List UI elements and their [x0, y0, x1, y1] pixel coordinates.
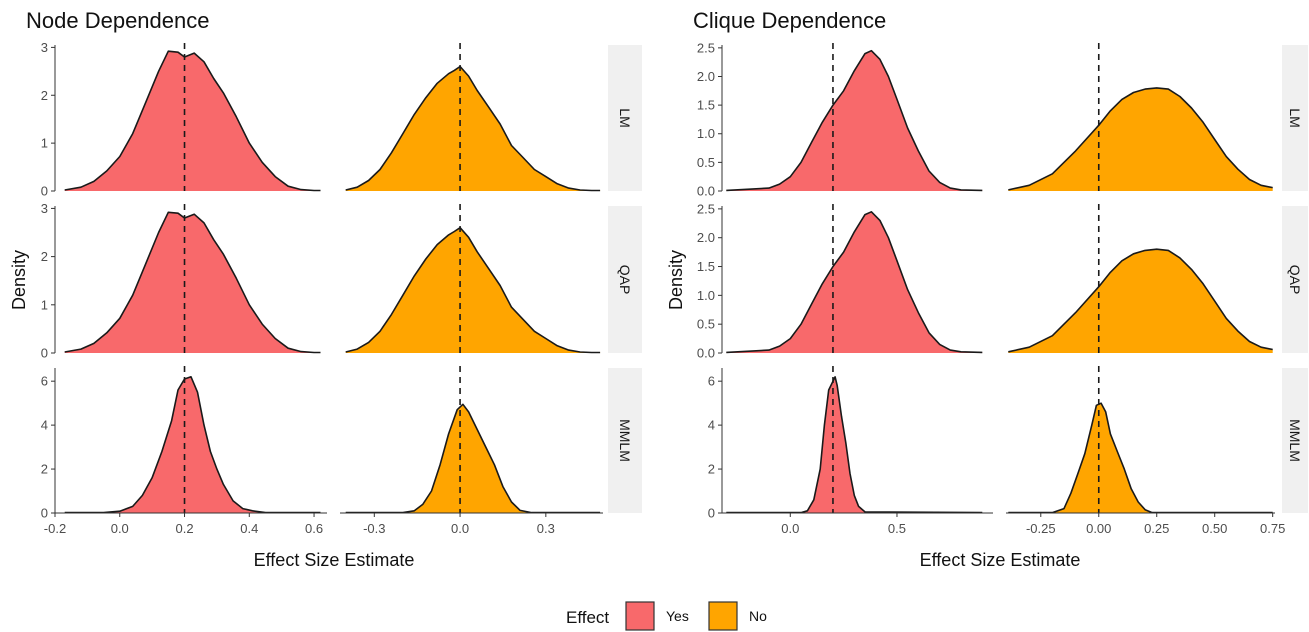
clique-ytick-label: 2.0 [697, 69, 715, 84]
node-density-line-qap-no [345, 226, 601, 354]
node-ytick-label: 1 [41, 136, 48, 151]
clique-ytick-label: 1.5 [697, 259, 715, 274]
clique-dependence-title: Clique Dependence [693, 8, 886, 33]
clique-strip-mmlm [1282, 368, 1308, 513]
node-ytick-label: 0 [41, 506, 48, 521]
node-ytick-label: 2 [41, 88, 48, 103]
node-ytick-label: 4 [41, 418, 48, 433]
clique-ylabel: Density [666, 250, 686, 310]
clique-ytick-label: 1.5 [697, 98, 715, 113]
clique-density-fill-mmlm-no [1008, 403, 1273, 513]
panel-group: LM 0 1 2 3 QAP 0 1 2 3 MMLM 0 2 4 6 -0.2 0.0 0.2 0.4 0.6 -0.… [41, 40, 1308, 536]
clique-density-line-lm-no [1008, 87, 1273, 191]
node-density-line-lm-yes [64, 50, 321, 192]
clique-ytick-label: 2.0 [697, 230, 715, 245]
node-xtick-label: 0.0 [451, 521, 469, 536]
clique-ytick-label: 6 [708, 374, 715, 389]
node-ytick-label: 3 [41, 201, 48, 216]
clique-xtick-label: 0.0 [781, 521, 799, 536]
clique-ytick-label: 0.5 [697, 317, 715, 332]
node-strip-label-mmlm: MMLM [617, 419, 633, 462]
node-ytick-label: 2 [41, 462, 48, 477]
node-strip-qap [608, 206, 642, 353]
clique-xtick-label: 0.50 [1202, 521, 1227, 536]
node-dependence-title: Node Dependence [26, 8, 209, 33]
node-ytick-label: 0 [41, 184, 48, 199]
clique-ytick-label: 0 [708, 506, 715, 521]
legend: Effect Yes No [566, 601, 767, 631]
node-density-fill-mmlm-no [345, 404, 601, 513]
node-xlabel: Effect Size Estimate [254, 550, 415, 570]
clique-xlabel: Effect Size Estimate [920, 550, 1081, 570]
node-ytick-label: 0 [41, 346, 48, 361]
clique-ytick-label: 4 [708, 418, 715, 433]
node-density-fill-qap-no [345, 227, 601, 353]
node-ytick-label: 6 [41, 374, 48, 389]
clique-xtick-label: 0.75 [1260, 521, 1285, 536]
node-xtick-label: 0.3 [537, 521, 555, 536]
node-density-fill-lm-yes [64, 51, 321, 192]
clique-xtick-label: 0.25 [1144, 521, 1169, 536]
node-density-fill-lm-no [345, 66, 601, 191]
clique-strip-label-mmlm: MMLM [1287, 419, 1303, 462]
clique-density-fill-lm-yes [726, 50, 983, 192]
clique-xtick-label: 0.5 [888, 521, 906, 536]
legend-key-yes [625, 601, 655, 631]
clique-ytick-label: 0.0 [697, 184, 715, 199]
clique-density-fill-qap-yes [726, 211, 983, 353]
legend-key-no [708, 601, 738, 631]
node-strip-label-qap: QAP [617, 265, 633, 295]
clique-density-line-lm-yes [726, 49, 983, 192]
clique-density-line-mmlm-yes [726, 376, 983, 514]
clique-ytick-label: 2.5 [697, 201, 715, 216]
clique-ytick-label: 2 [708, 462, 715, 477]
clique-xtick-label: 0.00 [1086, 521, 1111, 536]
node-strip-lm [608, 45, 642, 191]
clique-density-line-qap-yes [726, 211, 983, 354]
clique-density-fill-lm-no [1008, 87, 1273, 191]
clique-strip-label-lm: LM [1287, 108, 1303, 127]
legend-label-no: No [749, 608, 767, 624]
clique-density-fill-qap-no [1008, 249, 1273, 353]
clique-strip-qap [1282, 206, 1308, 353]
clique-ytick-label: 2.5 [697, 40, 715, 55]
node-xtick-label: -0.2 [44, 521, 66, 536]
node-xtick-label: 0.0 [111, 521, 129, 536]
node-density-line-qap-yes [64, 211, 321, 354]
clique-ytick-label: 1.0 [697, 288, 715, 303]
node-ylabel: Density [9, 250, 29, 310]
node-strip-mmlm [608, 368, 642, 513]
node-ytick-label: 1 [41, 297, 48, 312]
clique-density-line-qap-no [1008, 248, 1273, 353]
clique-ytick-label: 0.5 [697, 155, 715, 170]
legend-label-yes: Yes [666, 608, 689, 624]
node-xtick-label: 0.6 [305, 521, 323, 536]
node-density-fill-qap-yes [64, 212, 321, 353]
legend-title: Effect [566, 608, 609, 627]
node-ytick-label: 2 [41, 249, 48, 264]
node-density-line-lm-no [345, 65, 601, 192]
node-density-fill-mmlm-yes [64, 376, 321, 513]
node-xtick-label: -0.3 [363, 521, 385, 536]
node-xtick-label: 0.2 [175, 521, 193, 536]
clique-density-line-mmlm-no [1008, 402, 1273, 514]
clique-ytick-label: 1.0 [697, 126, 715, 141]
clique-ytick-label: 0.0 [697, 346, 715, 361]
node-xtick-label: 0.4 [240, 521, 258, 536]
node-ytick-label: 3 [41, 40, 48, 55]
node-density-line-mmlm-no [345, 403, 601, 514]
clique-xtick-label: -0.25 [1026, 521, 1056, 536]
clique-strip-lm [1282, 45, 1308, 191]
node-strip-label-lm: LM [617, 108, 633, 127]
node-density-line-mmlm-yes [64, 376, 321, 514]
clique-strip-label-qap: QAP [1287, 265, 1303, 295]
